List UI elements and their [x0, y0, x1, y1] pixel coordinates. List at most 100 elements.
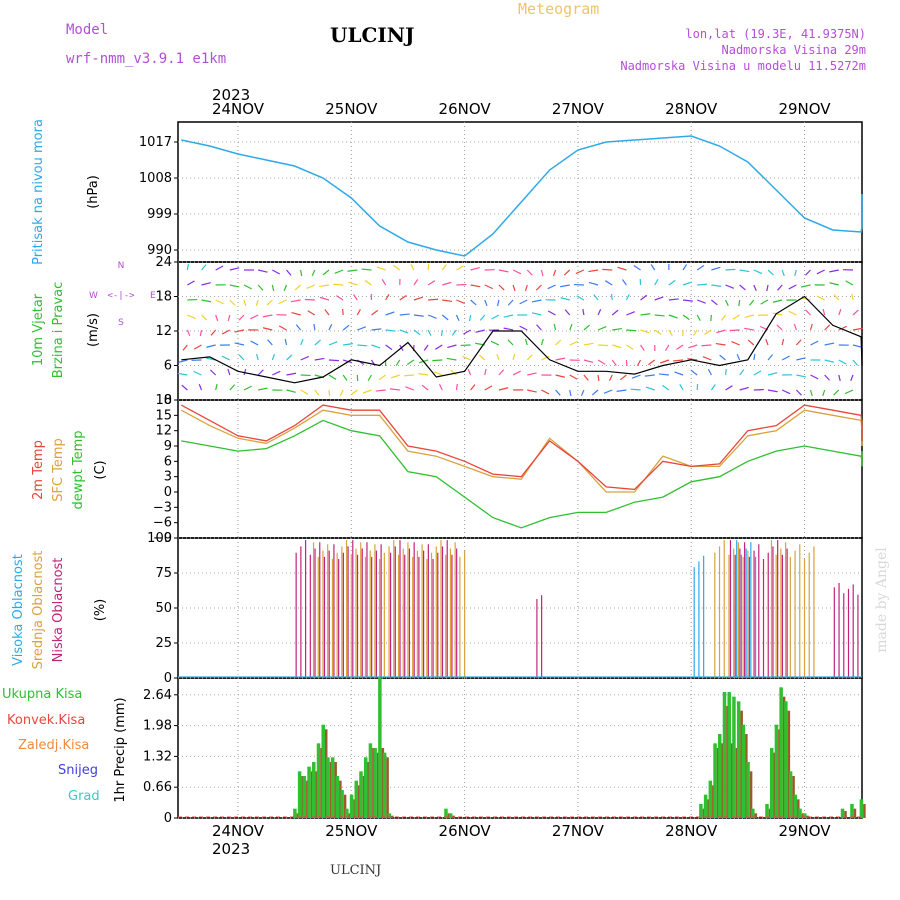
wind-barb: [710, 299, 718, 306]
wind-barb: [852, 327, 863, 331]
wind-barb: [732, 314, 740, 320]
wind-barb: [833, 389, 840, 396]
wind-barb: [702, 356, 712, 361]
wind-barb: [711, 284, 722, 287]
precip-bars: [178, 678, 866, 818]
temp-dew-label: dewpt Temp: [71, 430, 86, 509]
wind-barb: [406, 359, 415, 365]
wind-barb: [519, 325, 528, 331]
precip-total-bar: [373, 748, 377, 818]
wind-barb: [272, 269, 281, 275]
precip-conv-bar: [806, 815, 809, 818]
wind-barb: [356, 309, 361, 316]
wind-barb: [603, 389, 613, 394]
wind-barb: [307, 310, 316, 316]
wind-barb: [432, 359, 443, 362]
precip-frz-label: Zaledj.Kisa: [18, 738, 89, 753]
precip-total-bar: [302, 776, 307, 818]
wind-barb: [498, 269, 509, 273]
precip-conv-label: Konvek.Kisa: [7, 713, 85, 728]
wind-barb: [809, 323, 813, 331]
wind-barb: [668, 329, 673, 336]
wind-barb: [838, 359, 847, 365]
wind-barb: [413, 329, 421, 336]
wind-barb: [612, 327, 623, 331]
compass-west: W: [89, 291, 98, 301]
wind-barb: [747, 339, 755, 346]
precip-conv-bar: [787, 710, 791, 818]
wind-barb: [441, 314, 449, 321]
wind-barb: [593, 294, 599, 301]
wind-barb: [177, 372, 188, 376]
wind-barb: [470, 284, 481, 288]
wind-barb: [850, 374, 854, 382]
precip-conv-bar: [797, 799, 800, 818]
wind-barb: [291, 311, 301, 316]
wind-barb: [640, 294, 648, 301]
wind-barb: [560, 284, 570, 288]
panel-frames: [177, 121, 863, 819]
pressure-series-line: [181, 135, 863, 257]
precip-total-bar: [297, 771, 302, 818]
y-tick-label: 0: [164, 671, 172, 686]
pressure-label: Pritisak na nivou mora: [31, 119, 46, 265]
wind-barb: [342, 308, 344, 316]
wind-barb: [328, 359, 339, 362]
wind-barb: [569, 389, 572, 397]
precip-conv-bar: [844, 811, 847, 818]
cloud-high-label: Visoka Oblacnost: [11, 554, 26, 666]
wind-barb: [696, 299, 706, 304]
pressure-unit: (hPa): [86, 175, 101, 209]
y-tick-label: −9: [153, 531, 172, 546]
wind-barb: [286, 354, 293, 361]
wind-barb: [381, 279, 387, 286]
precip-total-bar: [307, 766, 311, 818]
wind-barb: [772, 312, 783, 316]
wind-barb: [541, 355, 550, 361]
wind-barb: [668, 314, 678, 319]
wind-barb: [583, 342, 594, 346]
wind-barb: [503, 314, 514, 318]
precip-snow-label: Snijeg: [58, 763, 98, 778]
wind-barb: [300, 269, 303, 277]
wind-barb: [201, 282, 211, 286]
wind-barb: [385, 329, 396, 332]
wind-barb: [838, 308, 842, 316]
wind-barb: [238, 314, 245, 321]
wind-barb: [328, 374, 337, 380]
wind-barb: [446, 357, 457, 361]
wind-barb: [229, 384, 236, 391]
wind-barb: [598, 344, 609, 347]
wind-speed-line: [181, 295, 863, 384]
wind-barb: [507, 339, 514, 346]
wind-barb: [644, 374, 655, 377]
wind-barb: [692, 329, 698, 336]
wind-barb: [311, 269, 316, 277]
precip-conv-bar: [391, 815, 394, 818]
wind-barb: [844, 389, 854, 395]
wind-barb: [824, 342, 835, 346]
wind-barb: [295, 324, 302, 331]
meteogram-label: Meteogram: [518, 0, 599, 18]
wind-barb: [753, 370, 762, 376]
wind-barb: [234, 342, 245, 346]
precip-total-bar: [722, 692, 727, 818]
wind-barb: [271, 353, 275, 361]
wind-barb: [479, 314, 486, 321]
precip-total-bar: [779, 687, 783, 818]
wind-barb: [650, 264, 656, 271]
wind-barb: [353, 294, 358, 301]
precip-hail-label: Grad: [68, 789, 100, 804]
wind-barb: [187, 280, 195, 286]
wind-barb: [262, 327, 273, 331]
wind-barb: [512, 269, 522, 275]
wind-barb: [654, 314, 665, 317]
wind-barb: [201, 299, 212, 303]
cloud-ticks: 100 75 50 25 0: [147, 531, 862, 686]
wind-barb: [697, 283, 708, 286]
wind-barb: [630, 388, 641, 391]
precip-total-bar: [769, 748, 774, 818]
wind-barb: [640, 329, 650, 334]
wind-barb: [267, 339, 273, 346]
wind-barb: [626, 311, 635, 316]
